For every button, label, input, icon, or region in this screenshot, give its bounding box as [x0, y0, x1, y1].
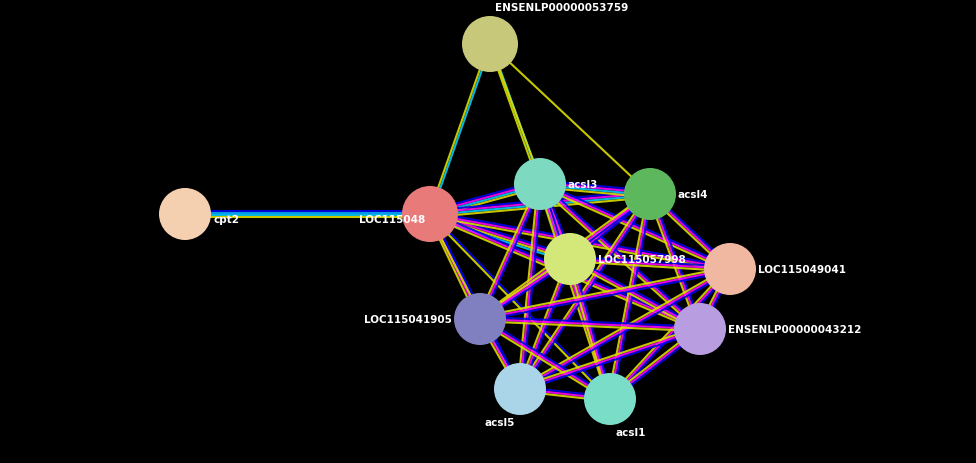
Circle shape — [454, 294, 506, 345]
Text: cpt2: cpt2 — [213, 214, 239, 225]
Circle shape — [704, 244, 756, 295]
Circle shape — [544, 233, 596, 285]
Circle shape — [494, 363, 546, 415]
Circle shape — [159, 188, 211, 240]
Circle shape — [624, 169, 676, 220]
Text: LOC115049041: LOC115049041 — [758, 264, 846, 275]
Text: acsl3: acsl3 — [568, 180, 598, 189]
Circle shape — [674, 303, 726, 355]
Text: ENSENLP00000053759: ENSENLP00000053759 — [495, 3, 629, 13]
Text: LOC115041905: LOC115041905 — [364, 314, 452, 324]
Text: LOC115057998: LOC115057998 — [598, 255, 686, 264]
Text: ENSENLP00000043212: ENSENLP00000043212 — [728, 324, 862, 334]
Text: acsl4: acsl4 — [678, 189, 709, 200]
Text: acsl1: acsl1 — [615, 427, 645, 437]
Text: acsl5: acsl5 — [485, 417, 515, 427]
Circle shape — [514, 159, 566, 211]
Circle shape — [584, 373, 636, 425]
Circle shape — [462, 17, 518, 73]
Text: LOC115048: LOC115048 — [359, 214, 425, 225]
Circle shape — [402, 187, 458, 243]
